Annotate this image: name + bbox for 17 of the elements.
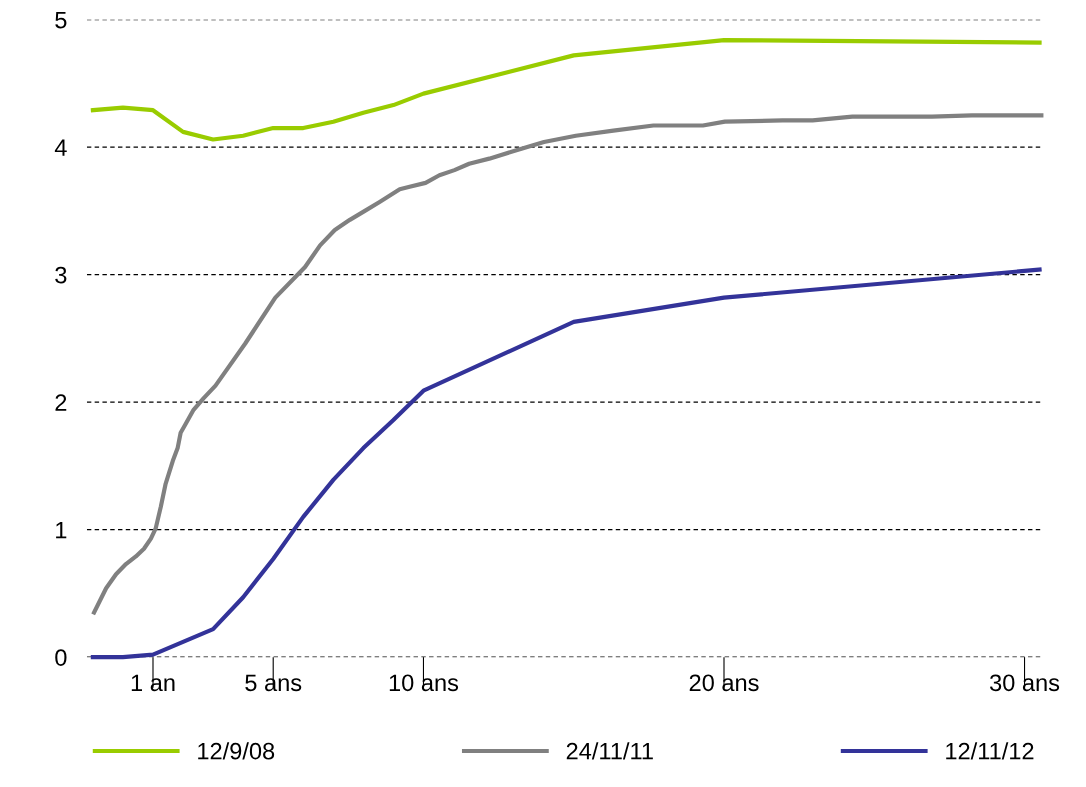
legend-label: 12/11/12 xyxy=(946,742,1034,760)
line-series xyxy=(90,37,1042,142)
line-series xyxy=(92,113,1044,615)
x-tick-label: 10 ans xyxy=(389,674,459,692)
y-tick-label: 3 xyxy=(55,266,67,284)
line-series xyxy=(90,267,1042,660)
y-tick-label: 0 xyxy=(55,649,67,666)
x-tick-label: 30 ans xyxy=(989,674,1060,692)
legend-label: 24/11/11 xyxy=(566,742,653,760)
y-tick-label: 2 xyxy=(55,394,67,411)
y-tick-label: 4 xyxy=(54,139,67,156)
y-tick-label: 5 xyxy=(55,11,67,29)
legend-label: 12/9/08 xyxy=(198,742,275,760)
x-tick-label: 1 an xyxy=(131,674,175,692)
x-tick-label: 20 ans xyxy=(689,674,759,692)
y-tick-label: 1 xyxy=(56,521,67,539)
x-tick-label: 5 ans xyxy=(245,674,302,692)
